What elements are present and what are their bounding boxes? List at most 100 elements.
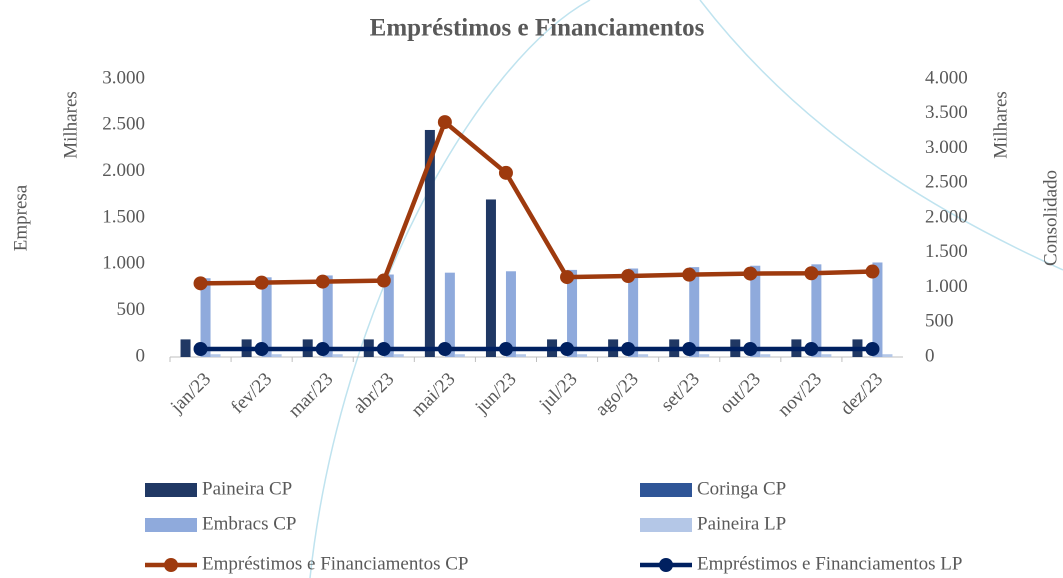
bar (424, 129, 435, 357)
line-point (315, 274, 330, 289)
bar (811, 264, 822, 357)
line-point (254, 275, 269, 290)
bar (689, 267, 700, 357)
decor-arc (309, 0, 591, 578)
legend-label: Empréstimos e Financiamentos CP (202, 553, 469, 574)
x-tick-label: mai/23 (407, 369, 459, 421)
y-axis-unit: Milhares (60, 91, 81, 159)
y-tick-label: 1.000 (102, 253, 145, 274)
y-tick-label: 2.500 (102, 114, 145, 135)
line-point (743, 342, 758, 357)
y2-tick-label: 4.000 (925, 67, 968, 88)
bar (332, 354, 343, 357)
bar (699, 354, 710, 357)
bar (515, 354, 526, 357)
line-point (621, 342, 636, 357)
y-axis-title: Empresa (10, 184, 31, 251)
legend-swatch (659, 558, 673, 572)
legend-swatch (640, 518, 692, 532)
chart-title: Empréstimos e Financiamentos (370, 15, 705, 42)
legend-label: Coringa CP (697, 478, 786, 499)
y2-tick-label: 500 (925, 311, 954, 332)
x-tick-label: jun/23 (471, 369, 521, 419)
line-point (865, 342, 880, 357)
bar (760, 354, 771, 357)
y-tick-label: 2.000 (102, 160, 145, 181)
legend-swatch (145, 518, 197, 532)
bar (444, 272, 455, 357)
line-point (376, 273, 391, 288)
bar (383, 274, 394, 357)
line-point (437, 342, 452, 357)
x-tick-label: ago/23 (591, 369, 642, 420)
bar (577, 354, 588, 357)
x-tick-label: jul/23 (535, 369, 582, 416)
line-point (315, 342, 330, 357)
line-point (682, 342, 697, 357)
y2-tick-label: 0 (925, 345, 935, 366)
bar (750, 265, 761, 357)
legend-label: Embracs CP (202, 513, 296, 534)
x-tick-label: fev/23 (227, 369, 276, 418)
x-tick-label: mar/23 (284, 369, 337, 422)
x-tick-label: out/23 (716, 369, 765, 418)
y2-tick-label: 2.500 (925, 172, 968, 193)
bar (505, 271, 516, 357)
legend-swatch (164, 558, 178, 572)
line-point (560, 342, 575, 357)
bar (882, 354, 893, 357)
bar (210, 354, 221, 357)
y2-tick-label: 1.000 (925, 276, 968, 297)
bar (393, 354, 404, 357)
line-point (254, 342, 269, 357)
bar (200, 278, 211, 357)
bar (454, 354, 465, 357)
line-point (376, 342, 391, 357)
x-tick-label: dez/23 (836, 369, 887, 420)
line-point (560, 270, 575, 285)
legend-swatch (640, 483, 692, 497)
line-point (804, 342, 819, 357)
y2-tick-label: 3.500 (925, 102, 968, 123)
bar (322, 275, 333, 357)
x-tick-label: jan/23 (166, 369, 215, 418)
y2-tick-label: 3.000 (925, 137, 968, 158)
bar (271, 354, 282, 357)
line-point (743, 266, 758, 281)
line-point (193, 276, 208, 291)
legend-swatch (145, 483, 197, 497)
line-point (437, 115, 452, 130)
bar (821, 354, 832, 357)
x-tick-label: abr/23 (349, 369, 398, 418)
line-point (865, 264, 880, 279)
y-tick-label: 1.500 (102, 206, 145, 227)
line-point (682, 267, 697, 282)
y-tick-label: 0 (136, 345, 146, 366)
bar (485, 199, 496, 357)
line-point (804, 266, 819, 281)
bar (628, 268, 639, 357)
legend-label: Paineira LP (697, 513, 786, 534)
y2-axis-title: Consolidado (1040, 170, 1061, 266)
y-tick-label: 3.000 (102, 67, 145, 88)
x-tick-label: nov/23 (774, 369, 826, 421)
bar (872, 262, 883, 357)
legend-label: Paineira CP (202, 478, 292, 499)
y2-tick-label: 2.000 (925, 206, 968, 227)
bar (261, 277, 272, 357)
line-point (193, 342, 208, 357)
decor-arc (699, 0, 1063, 271)
x-tick-label: set/23 (657, 369, 704, 416)
legend-label: Empréstimos e Financiamentos LP (697, 553, 962, 574)
line (200, 118, 873, 286)
line-point (498, 342, 513, 357)
y2-axis-unit: Milhares (990, 91, 1011, 159)
bar (638, 354, 649, 357)
y2-tick-label: 1.500 (925, 241, 968, 262)
bar (567, 269, 578, 357)
line-point (498, 165, 513, 180)
line-point (621, 269, 636, 284)
y-tick-label: 500 (117, 299, 146, 320)
bar (180, 339, 191, 357)
